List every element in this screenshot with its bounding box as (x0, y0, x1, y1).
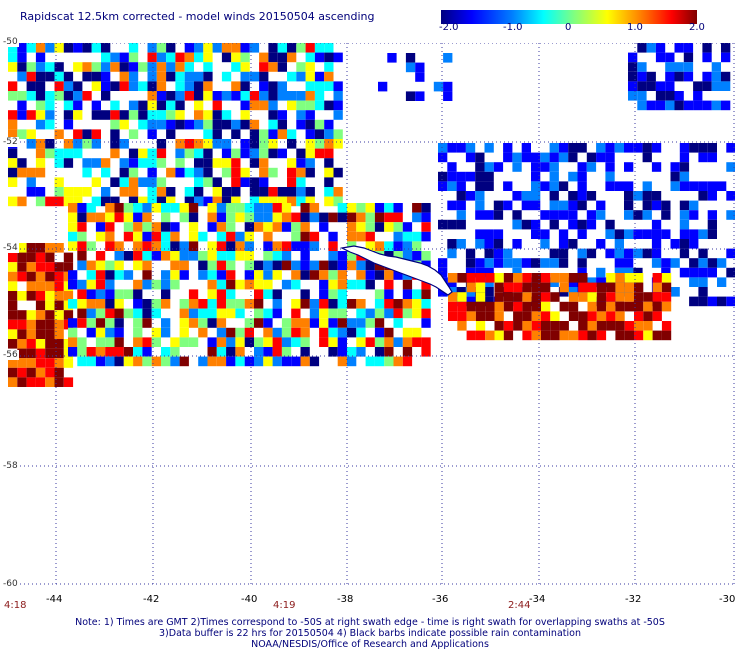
lat-label: -50 (2, 37, 19, 47)
lat-label: -60 (2, 579, 19, 589)
colorbar-tick: 1.0 (627, 22, 643, 33)
lat-label: -58 (2, 461, 19, 471)
map-title: Rapidscat 12.5km corrected - model winds… (20, 10, 375, 23)
lon-label: -42 (143, 594, 160, 605)
footnote-line: 3)Data buffer is 22 hrs for 20150504 4) … (159, 628, 581, 639)
lon-label: -44 (46, 594, 63, 605)
lon-label: -36 (432, 594, 449, 605)
wind-difference-map (8, 43, 735, 585)
swath-time: 2:44 (508, 600, 531, 611)
footnote-line: NOAA/NESDIS/Office of Research and Appli… (251, 639, 489, 650)
swath-time: 4:19 (273, 600, 296, 611)
lon-label: -38 (337, 594, 354, 605)
colorbar-gradient (441, 10, 697, 24)
lon-label: -40 (241, 594, 258, 605)
lat-label: -56 (2, 350, 19, 360)
lat-label: -54 (2, 243, 19, 253)
colorbar-tick: -2.0 (439, 22, 459, 33)
lon-label: -32 (625, 594, 642, 605)
colorbar-tick: -1.0 (503, 22, 523, 33)
map-canvas (8, 43, 735, 585)
footnote-line: Note: 1) Times are GMT 2)Times correspon… (75, 617, 665, 628)
colorbar (441, 9, 697, 28)
swath-time: 4:18 (4, 600, 27, 611)
lon-label: -34 (529, 594, 546, 605)
south-georgia-coastline (340, 245, 453, 296)
colorbar-tick: 0 (565, 22, 572, 33)
lat-label: -52 (2, 137, 19, 147)
lon-label: -30 (719, 594, 736, 605)
colorbar-tick: 2.0 (689, 22, 705, 33)
